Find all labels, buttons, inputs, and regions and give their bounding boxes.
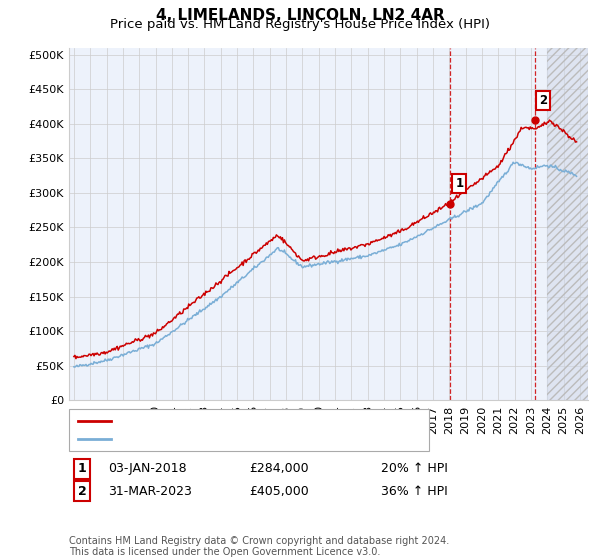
Text: £405,000: £405,000 bbox=[249, 484, 309, 498]
Text: 1: 1 bbox=[455, 177, 463, 190]
Text: 4, LIMELANDS, LINCOLN, LN2 4AR: 4, LIMELANDS, LINCOLN, LN2 4AR bbox=[155, 8, 445, 24]
Text: £284,000: £284,000 bbox=[249, 462, 308, 475]
Text: 36% ↑ HPI: 36% ↑ HPI bbox=[381, 484, 448, 498]
Text: 31-MAR-2023: 31-MAR-2023 bbox=[108, 484, 192, 498]
Text: 2: 2 bbox=[539, 95, 547, 108]
Text: Contains HM Land Registry data © Crown copyright and database right 2024.
This d: Contains HM Land Registry data © Crown c… bbox=[69, 535, 449, 557]
Point bbox=[445, 199, 454, 208]
Text: 4, LIMELANDS, LINCOLN, LN2 4AR (detached house): 4, LIMELANDS, LINCOLN, LN2 4AR (detached… bbox=[116, 414, 422, 427]
Text: 20% ↑ HPI: 20% ↑ HPI bbox=[381, 462, 448, 475]
Text: HPI: Average price, detached house, Lincoln: HPI: Average price, detached house, Linc… bbox=[116, 432, 376, 446]
Text: Price paid vs. HM Land Registry's House Price Index (HPI): Price paid vs. HM Land Registry's House … bbox=[110, 18, 490, 31]
Text: 1: 1 bbox=[78, 462, 86, 475]
Bar bbox=[547, 48, 588, 400]
Text: 2: 2 bbox=[78, 484, 86, 498]
Point bbox=[530, 116, 540, 125]
Bar bbox=[547, 48, 588, 400]
Text: 03-JAN-2018: 03-JAN-2018 bbox=[108, 462, 187, 475]
